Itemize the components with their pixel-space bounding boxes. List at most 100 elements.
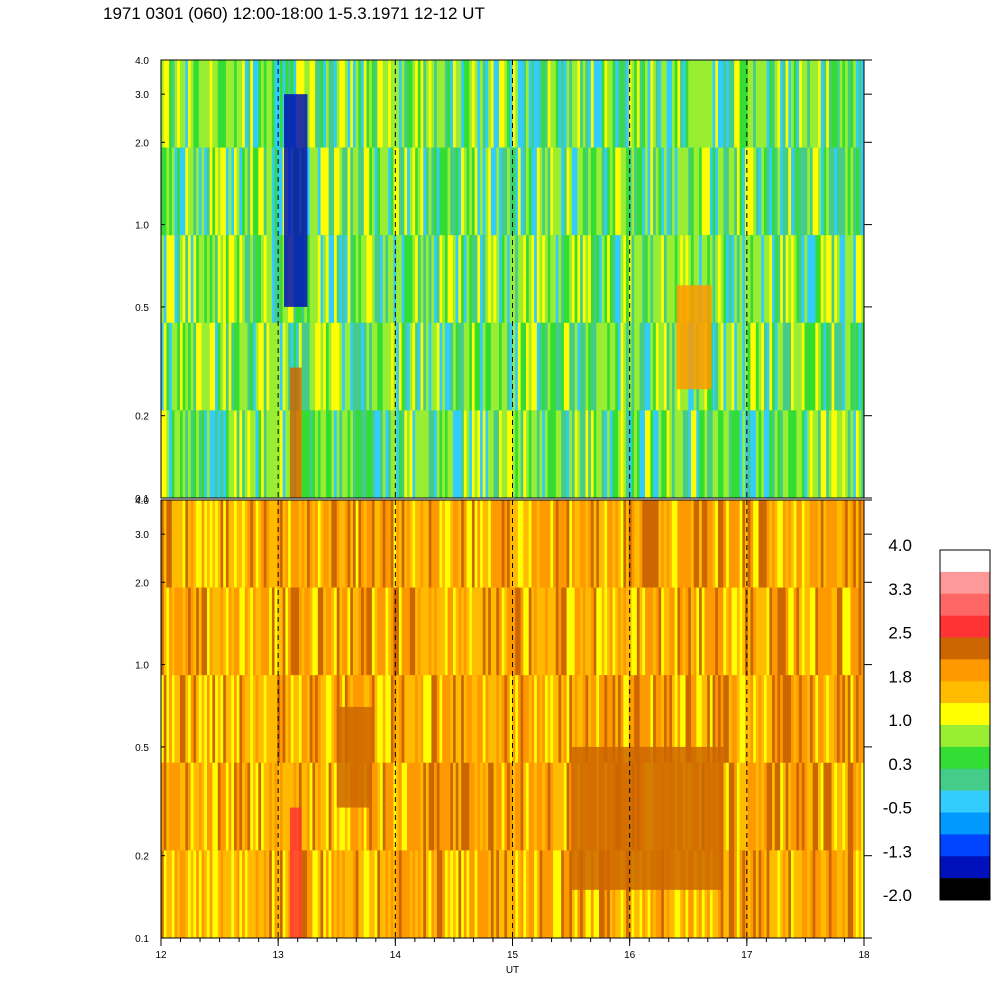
spectrum-cell bbox=[558, 850, 562, 938]
spectrum-cell bbox=[617, 235, 622, 323]
spectrum-cell bbox=[747, 587, 751, 676]
spectrum-cell bbox=[531, 322, 535, 411]
spectrum-cell bbox=[279, 322, 284, 411]
spectrum-cell bbox=[428, 60, 432, 148]
spectrum-cell bbox=[547, 147, 551, 236]
spectrum-cell bbox=[542, 410, 546, 498]
spectrum-cell bbox=[682, 235, 686, 323]
spectrum-cell bbox=[550, 322, 554, 411]
spectrum-cell bbox=[628, 60, 632, 148]
spectrum-cell bbox=[161, 147, 165, 236]
spectrum-cell bbox=[677, 60, 681, 148]
spectrum-cell bbox=[453, 410, 457, 498]
spectrum-cell bbox=[742, 500, 746, 588]
spectrum-cell bbox=[198, 500, 202, 588]
spectrum-cell bbox=[836, 322, 841, 411]
spectrum-cell bbox=[512, 762, 516, 851]
spectrum-cell bbox=[828, 762, 832, 851]
spectrum-cell bbox=[190, 500, 194, 588]
spectrum-cell bbox=[185, 235, 189, 323]
spectrum-cell bbox=[352, 322, 357, 411]
spectrum-cell bbox=[436, 500, 440, 588]
spectrum-cell bbox=[631, 60, 635, 148]
spectrum-cell bbox=[263, 675, 267, 763]
spectrum-cell bbox=[734, 762, 738, 851]
spectrum-cell bbox=[261, 147, 265, 236]
spectrum-cell bbox=[804, 147, 808, 236]
spectrum-cell bbox=[791, 60, 795, 148]
spectrum-cell bbox=[234, 410, 238, 498]
spectrum-cell bbox=[750, 850, 754, 938]
spectrum-cell bbox=[799, 322, 803, 411]
spectrum-cell bbox=[217, 410, 221, 498]
spectrum-cell bbox=[650, 850, 654, 938]
spectrum-cell bbox=[677, 587, 681, 676]
spectrum-cell bbox=[298, 675, 302, 763]
spectrum-cell bbox=[563, 762, 567, 851]
colorbar-swatch bbox=[940, 593, 990, 616]
spectrum-cell bbox=[504, 322, 508, 411]
spectrum-cell bbox=[561, 235, 565, 323]
spectrum-cell bbox=[661, 500, 665, 588]
spectrum-cell bbox=[447, 762, 451, 851]
spectrum-cell bbox=[496, 587, 500, 676]
spectrum-cell bbox=[453, 587, 457, 676]
spectrum-cell bbox=[185, 60, 189, 148]
spectrum-cell bbox=[544, 675, 549, 763]
spectrum-cell bbox=[536, 410, 540, 498]
spectrum-cell bbox=[252, 60, 257, 148]
spectrum-cell bbox=[709, 235, 713, 323]
spectrum-cell bbox=[750, 410, 754, 498]
spectrum-cell bbox=[647, 675, 651, 763]
spectrum-cell bbox=[463, 60, 467, 148]
spectrum-cell bbox=[661, 410, 665, 498]
spectrum-cell bbox=[312, 235, 316, 323]
spectrum-cell bbox=[558, 410, 562, 498]
spectrum-cell bbox=[352, 410, 357, 498]
spectrum-cell bbox=[317, 60, 321, 148]
spectrum-cell bbox=[371, 60, 375, 148]
spectrum-cell bbox=[623, 850, 627, 938]
spectrum-cell bbox=[820, 60, 824, 148]
spectrum-cell bbox=[855, 410, 859, 498]
spectrum-cell bbox=[561, 762, 565, 851]
spectrum-cell bbox=[769, 762, 773, 851]
spectrum-cell bbox=[328, 235, 332, 323]
spectrum-cell bbox=[828, 850, 832, 938]
spectrum-cell bbox=[704, 60, 708, 148]
spectrum-cell bbox=[574, 850, 578, 938]
spectrum-cell bbox=[223, 500, 227, 588]
spectrum-cell bbox=[206, 322, 211, 411]
spectrum-cell bbox=[320, 147, 324, 236]
spectrum-cell bbox=[599, 587, 603, 676]
spectrum-cell bbox=[612, 587, 616, 676]
spectrum-cell bbox=[753, 410, 757, 498]
spectrum-cell bbox=[818, 235, 822, 323]
spectrum-cell bbox=[528, 60, 532, 148]
spectrum-cell bbox=[396, 60, 400, 148]
spectrum-cell bbox=[642, 147, 646, 236]
spectrum-cell bbox=[450, 235, 454, 323]
spectrum-cell bbox=[425, 762, 430, 851]
spectrum-cell bbox=[828, 60, 832, 148]
spectrum-cell bbox=[615, 587, 619, 676]
spectrum-cell bbox=[601, 587, 605, 676]
spectrum-cell bbox=[658, 235, 662, 323]
colorbar-swatch bbox=[940, 550, 990, 573]
spectrum-cell bbox=[580, 587, 584, 676]
spectrum-cell bbox=[620, 322, 624, 411]
spectrum-cell bbox=[166, 762, 170, 851]
spectrum-cell bbox=[836, 500, 841, 588]
spectrum-cell bbox=[404, 675, 408, 763]
spectrum-cell bbox=[858, 410, 862, 498]
spectrum-cell bbox=[818, 60, 822, 148]
spectrum-cell bbox=[539, 410, 543, 498]
spectrum-cell bbox=[415, 675, 419, 763]
spectrum-cell bbox=[236, 235, 240, 323]
spectrum-cell bbox=[590, 675, 595, 763]
spectrum-cell bbox=[723, 322, 727, 411]
spectrum-cell bbox=[212, 762, 216, 851]
spectrum-cell bbox=[309, 235, 313, 323]
spectrum-cell bbox=[285, 322, 289, 411]
spectrum-cell bbox=[334, 410, 338, 498]
